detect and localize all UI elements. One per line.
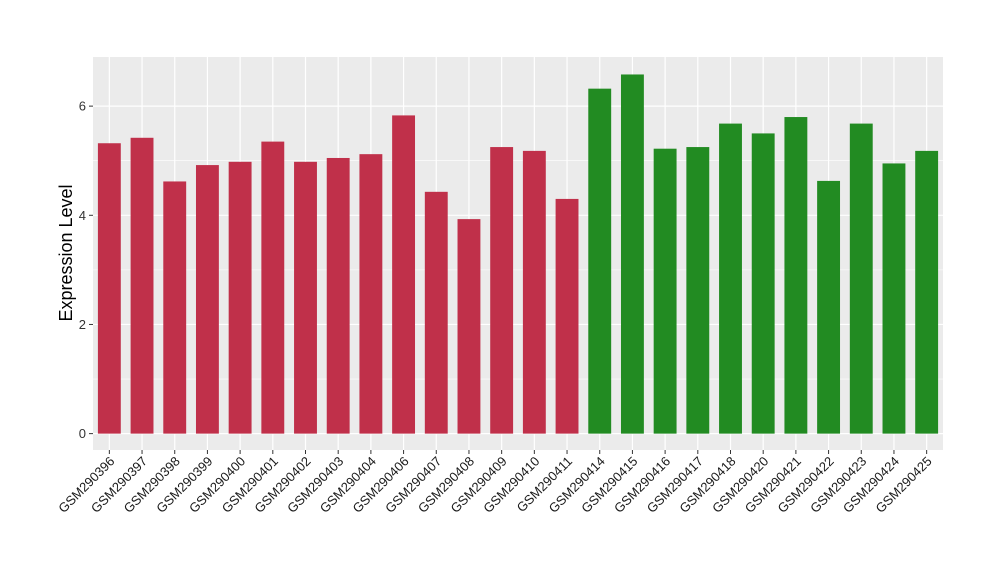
bar-GSM290425 <box>915 150 939 434</box>
bar-GSM290403 <box>326 157 350 434</box>
bar-GSM290422 <box>817 180 841 434</box>
bar-GSM290416 <box>653 148 677 434</box>
bar-GSM290404 <box>359 154 383 434</box>
bar-GSM290415 <box>620 74 644 434</box>
bar-GSM290406 <box>392 115 416 434</box>
bar-GSM290407 <box>424 191 448 434</box>
y-tick-label: 6 <box>79 99 86 114</box>
bar-GSM290408 <box>457 219 481 434</box>
bar-GSM290414 <box>588 88 612 434</box>
bars <box>97 74 939 434</box>
bar-GSM290424 <box>882 163 906 434</box>
bar-GSM290399 <box>195 165 219 434</box>
y-tick-label: 0 <box>79 426 86 441</box>
bar-GSM290418 <box>719 123 742 434</box>
bar-GSM290410 <box>522 150 546 434</box>
y-tick-label: 4 <box>79 208 86 223</box>
bar-GSM290409 <box>490 147 514 434</box>
x-axis: GSM290396GSM290397GSM290398GSM290399GSM2… <box>55 450 935 516</box>
bar-GSM290417 <box>686 147 710 434</box>
bar-GSM290397 <box>130 137 154 434</box>
bar-GSM290401 <box>261 141 285 434</box>
y-axis-title: Expression Level <box>56 184 76 321</box>
plot-panel <box>93 57 943 450</box>
bar-GSM290396 <box>97 143 121 434</box>
bar-GSM290400 <box>228 161 252 434</box>
bar-GSM290402 <box>294 161 317 434</box>
bar-GSM290420 <box>751 133 775 434</box>
bar-GSM290421 <box>784 117 808 434</box>
bar-GSM290423 <box>849 123 873 434</box>
y-axis: 0 2 4 6 <box>79 99 93 441</box>
bar-GSM290398 <box>163 181 187 434</box>
y-tick-label: 2 <box>79 317 86 332</box>
bar-GSM290411 <box>555 198 579 434</box>
